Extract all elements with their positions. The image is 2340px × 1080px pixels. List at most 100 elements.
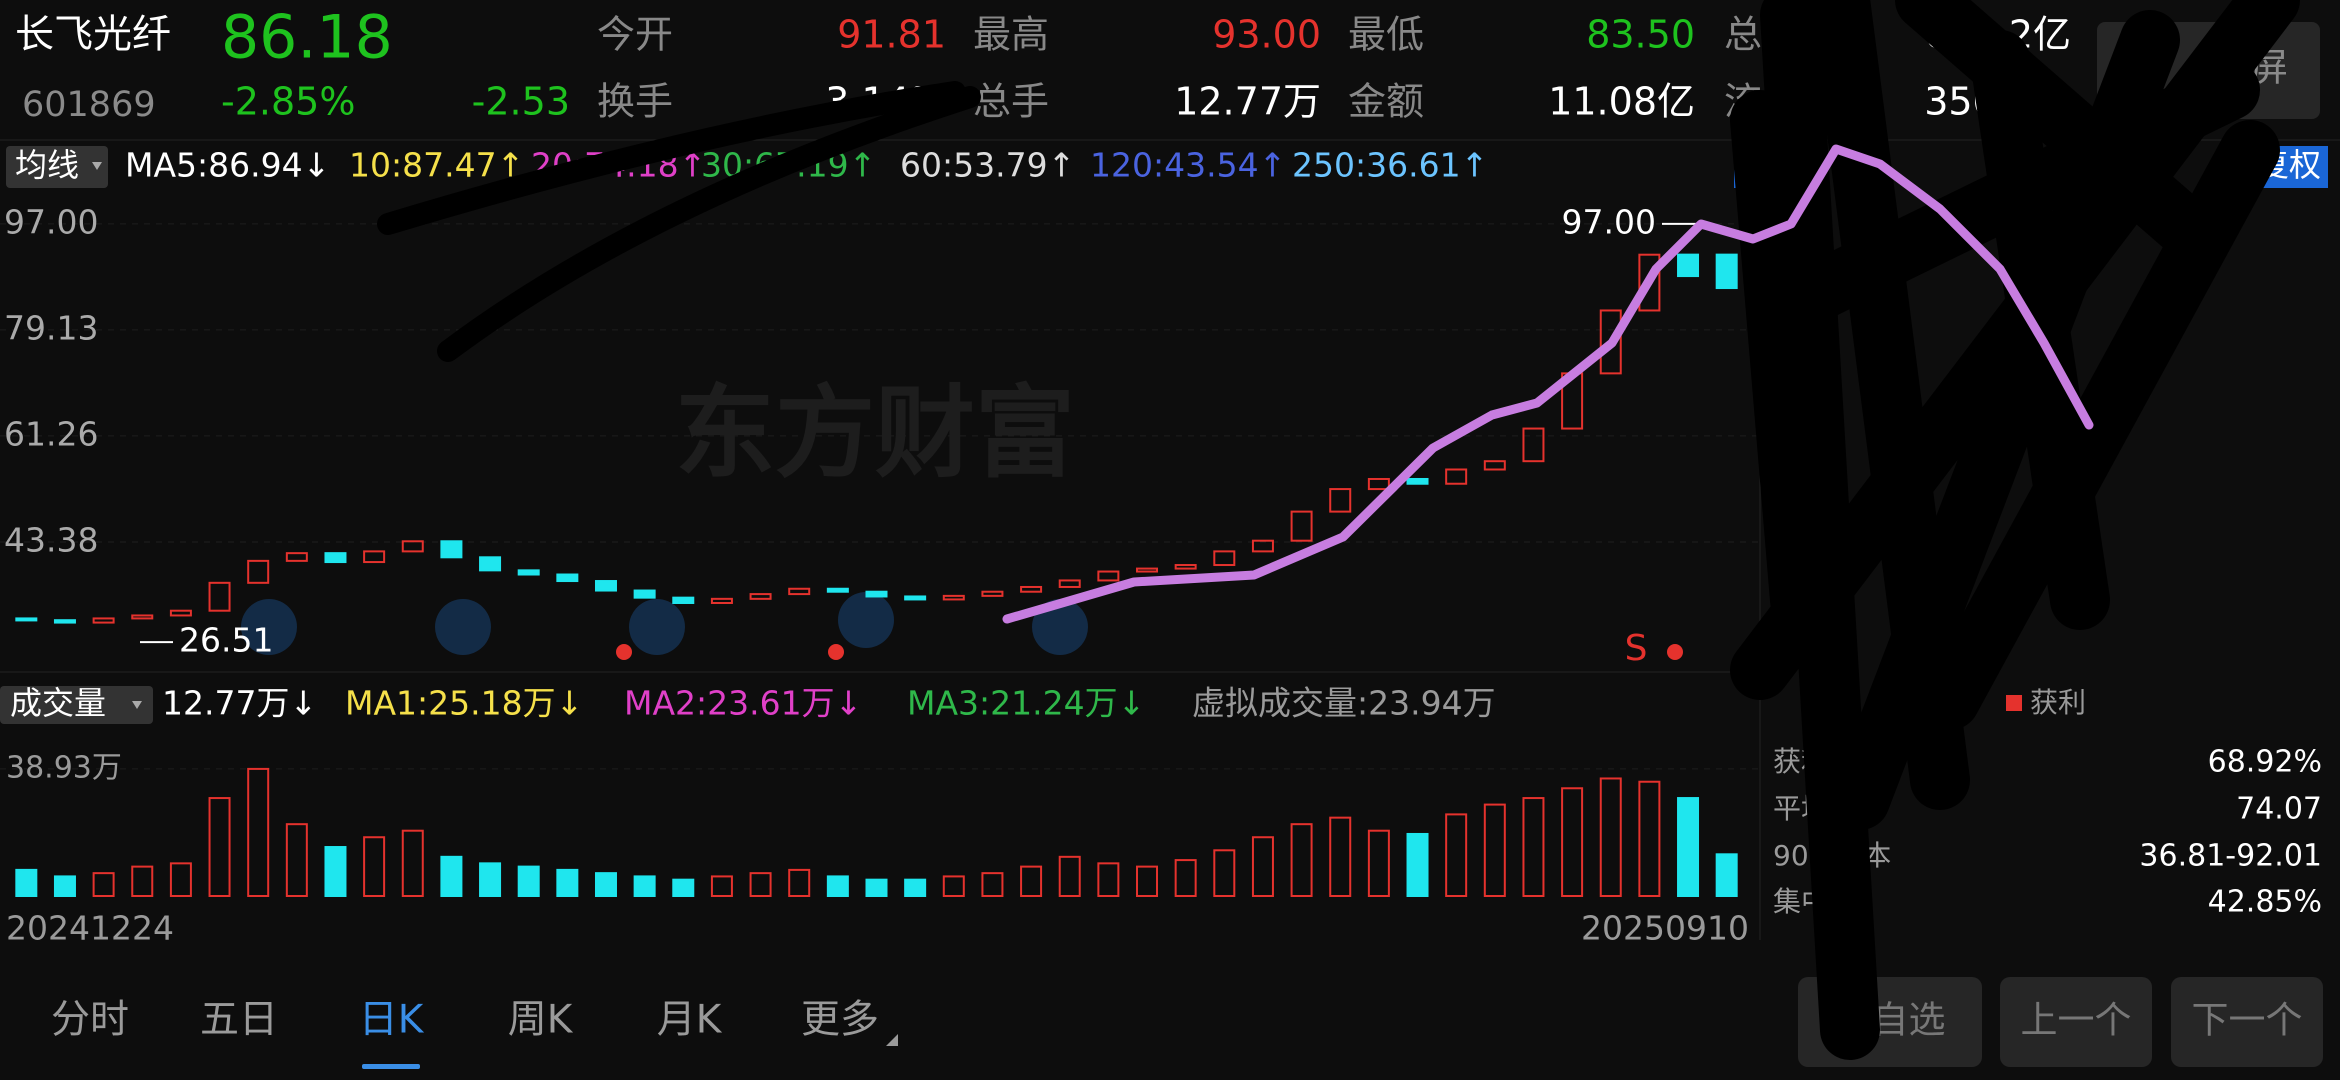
candle-body — [865, 590, 888, 598]
quote-label: 总手 — [973, 80, 1049, 124]
volume-bar — [1213, 849, 1236, 897]
button-label[interactable]: 下一个 — [2192, 999, 2303, 1042]
scribble — [1730, 90, 1830, 630]
volume-bar — [1406, 832, 1429, 897]
volume-legend-item: MA2:23.61万↓ — [624, 684, 862, 723]
quote-label: 金额 — [1348, 80, 1424, 124]
tab[interactable]: 分时 — [51, 998, 129, 1043]
candle-body — [1445, 468, 1468, 485]
candle-body — [517, 569, 540, 576]
volume-bar — [1561, 787, 1584, 898]
volume-bar — [479, 862, 502, 898]
candle-body — [92, 617, 115, 624]
quote-value: 12.77万 — [1174, 80, 1321, 124]
volume-bar — [1522, 797, 1545, 898]
candle-body — [208, 581, 231, 612]
candle-body — [1522, 427, 1545, 463]
scribble — [437, 86, 981, 362]
volume-bar — [1715, 853, 1738, 898]
candle-body — [942, 594, 965, 601]
volume-selector-label[interactable]: 成交量 — [10, 684, 106, 722]
event-marker — [435, 599, 491, 655]
change-pct: -2.85% — [221, 80, 355, 124]
button[interactable] — [2171, 977, 2323, 1067]
ma-legend-item: 60:53.79↑ — [900, 146, 1075, 185]
candle-body — [401, 540, 424, 553]
legend-swatch — [2006, 695, 2022, 711]
volume-bar — [1599, 777, 1622, 898]
signal-dot — [1667, 644, 1683, 660]
candle-body — [1638, 253, 1661, 312]
tab-active[interactable]: 日K — [359, 998, 425, 1043]
candle-body — [633, 589, 656, 599]
scribble — [377, 81, 966, 235]
event-marker — [241, 599, 297, 655]
quote-value: 11.08亿 — [1548, 80, 1695, 124]
stock-code: 601869 — [22, 85, 156, 125]
tab[interactable]: 五日 — [200, 998, 278, 1043]
volume-bar — [981, 872, 1004, 898]
ma-legend-item: 10:87.47↑ — [349, 146, 524, 185]
candle-body — [1406, 477, 1429, 485]
volume-bar — [1136, 865, 1159, 898]
volume-bar — [131, 865, 154, 898]
volume-bar — [1097, 862, 1120, 898]
volume-bar — [1638, 780, 1661, 898]
volume-legend-item: MA1:25.18万↓ — [345, 684, 583, 723]
volume-bar — [749, 872, 772, 898]
button[interactable] — [2000, 977, 2152, 1067]
volume-bar — [208, 797, 231, 898]
scribble — [1830, 10, 2180, 830]
candle-body — [981, 590, 1004, 597]
more-arrow — [886, 1034, 898, 1046]
volume-bar — [401, 829, 424, 897]
candle-body — [556, 573, 579, 583]
candle-body — [1715, 253, 1738, 290]
candle-body — [440, 540, 463, 559]
candle-body — [53, 619, 76, 624]
y-tick-label: 61.26 — [4, 414, 98, 453]
ma-selector-label[interactable]: 均线 — [15, 146, 79, 184]
chip-stat-value: 74.07 — [2236, 792, 2322, 827]
volume-bar — [1677, 797, 1700, 898]
candle-body — [285, 552, 308, 562]
volume-bar — [53, 875, 76, 898]
y-tick-label: 79.13 — [4, 308, 98, 347]
volume-bar — [904, 878, 927, 898]
volume-bar — [1445, 813, 1468, 897]
ma-legend-item: 120:43.54↑ — [1090, 146, 1286, 185]
volume-bar — [169, 862, 192, 898]
button-label[interactable]: 上一个 — [2021, 999, 2132, 1042]
candle-body — [672, 596, 695, 604]
candle-body — [1251, 539, 1274, 553]
ma-selector[interactable] — [6, 146, 108, 188]
volume-bar — [1483, 803, 1506, 898]
candle-body — [1599, 309, 1622, 375]
event-marker — [629, 599, 685, 655]
tab[interactable]: 更多 — [801, 998, 879, 1043]
volume-selector[interactable] — [0, 686, 153, 724]
volume-bar — [710, 875, 733, 898]
quote-label: 今开 — [597, 13, 673, 57]
candle-body — [1058, 579, 1081, 588]
volume-bar — [788, 868, 811, 898]
ma-legend-item: 250:36.61↑ — [1292, 146, 1488, 185]
chip-stat-value: 36.81-92.01 — [2139, 839, 2322, 874]
quote-label: 最低 — [1348, 13, 1424, 57]
signal-dot — [828, 644, 844, 660]
volume-bar — [363, 836, 386, 897]
volume-bar — [517, 865, 540, 898]
chip-legend: 获利 — [2030, 686, 2086, 719]
candle-body — [904, 595, 927, 601]
candle-body — [131, 614, 154, 620]
candle-body — [1174, 564, 1197, 570]
volume-bar — [247, 767, 270, 898]
tab[interactable]: 周K — [508, 998, 574, 1043]
tab[interactable]: 月K — [657, 998, 723, 1043]
candle-body — [1677, 253, 1700, 278]
volume-bar — [826, 875, 849, 898]
volume-bar — [324, 846, 347, 897]
y-tick-label: 38.93万 — [6, 750, 122, 785]
